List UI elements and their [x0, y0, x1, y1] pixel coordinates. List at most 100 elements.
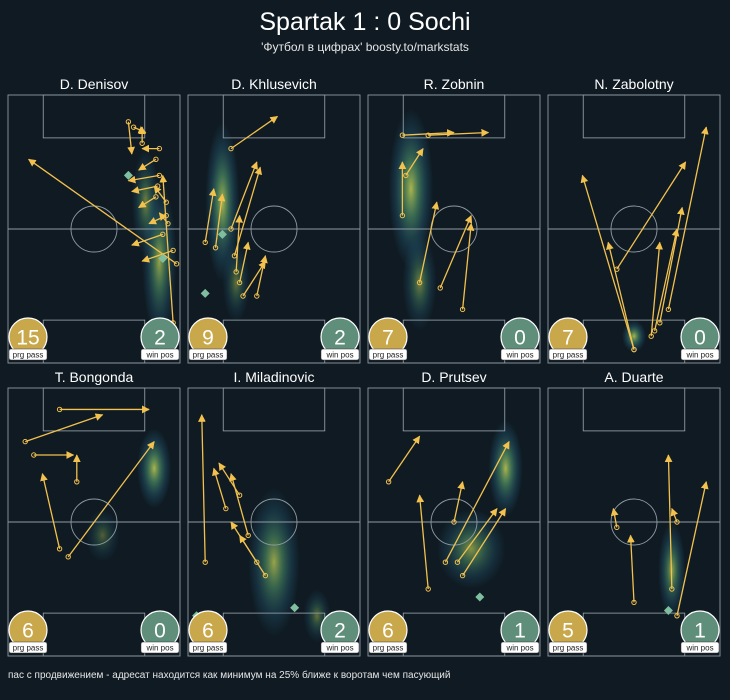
- pass-arrow: [444, 440, 510, 563]
- win-marker: [158, 253, 168, 263]
- heat-blob: [85, 508, 120, 563]
- pass-origin: [399, 132, 406, 138]
- win-marker: [123, 170, 133, 180]
- pass-origin: [459, 572, 466, 579]
- penalty-box-bottom: [42, 319, 146, 364]
- pass-arrow: [127, 121, 135, 155]
- pass-origin: [669, 586, 675, 592]
- pass-arrow: [650, 241, 664, 337]
- prg-pass-badge-value: 15: [16, 327, 39, 350]
- prg-pass-badge-value: 6: [382, 620, 394, 643]
- pass-origin: [674, 613, 680, 619]
- pass-origin: [657, 320, 663, 326]
- pass-origin: [454, 559, 461, 565]
- pass-origin: [202, 559, 208, 565]
- win-pos-badge-label: win pos: [505, 644, 533, 653]
- center-circle: [250, 205, 298, 253]
- pass-origin: [202, 239, 208, 246]
- prg-pass-badge-label-box: [548, 348, 588, 361]
- pass-origin: [262, 572, 269, 579]
- prg-pass-badge-label-box: [8, 641, 48, 654]
- prg-pass-badge-value: 6: [22, 620, 34, 643]
- center-circle: [250, 498, 298, 546]
- pass-origin: [153, 156, 159, 163]
- heat-blob: [222, 242, 250, 323]
- prg-pass-badge-value: 5: [562, 620, 574, 643]
- player-name: T. Bongonda: [55, 369, 134, 385]
- pass-arrow: [212, 467, 227, 509]
- pass-arrow: [242, 260, 266, 297]
- pass-arrow: [418, 201, 440, 283]
- win-pos-badge-label-box: [500, 348, 540, 361]
- pass-arrow: [230, 115, 279, 150]
- pass-origin: [74, 479, 80, 485]
- win-pos-badge-value: 0: [694, 327, 706, 350]
- prg-pass-badge-value: 7: [382, 327, 394, 350]
- prg-pass-badge-value: 6: [202, 620, 214, 643]
- pass-origin: [212, 245, 219, 251]
- pass-origin: [385, 479, 392, 485]
- win-pos-badge-label: win pos: [145, 351, 173, 360]
- prg-pass-badge-label-box: [368, 348, 408, 361]
- penalty-box-bottom: [42, 612, 146, 657]
- win-pos-badge-value: 2: [334, 327, 346, 350]
- pass-arrow: [416, 494, 429, 590]
- pass-arrow: [610, 507, 619, 528]
- win-marker: [217, 229, 227, 239]
- win-pos-badge-label: win pos: [685, 644, 713, 653]
- prg-pass-badge-label: prg pass: [373, 351, 404, 360]
- pass-origin: [403, 172, 409, 179]
- center-circle: [610, 498, 658, 546]
- pass-arrow: [388, 435, 421, 483]
- pass-origin: [65, 554, 71, 560]
- pass-origin: [223, 505, 229, 512]
- penalty-box-bottom: [402, 612, 506, 657]
- pass-arrow: [606, 241, 635, 350]
- win-pos-badge-value: 1: [694, 620, 706, 643]
- pass-origin: [665, 306, 672, 313]
- win-pos-badge-label-box: [320, 641, 360, 654]
- prg-pass-badge-label-box: [368, 641, 408, 654]
- pass-arrow: [233, 166, 263, 256]
- pass-origin: [170, 247, 176, 254]
- pass-arrow: [238, 241, 251, 283]
- footnote: пас с продвижением - адресат находится к…: [8, 670, 451, 681]
- prg-pass-badge-label-box: [8, 348, 48, 361]
- pass-origin: [156, 145, 163, 152]
- pass-arrow: [235, 214, 244, 272]
- pass-arrow: [405, 147, 424, 176]
- pass-arrow: [229, 473, 249, 536]
- win-pos-badge-value: 1: [514, 620, 526, 643]
- prg-pass-badge-label: prg pass: [13, 644, 44, 653]
- pass-arrow: [204, 188, 217, 243]
- win-pos-badge-label-box: [140, 348, 180, 361]
- prg-pass-badge-label: prg pass: [373, 644, 404, 653]
- pass-arrow: [676, 481, 709, 616]
- penalty-box-top: [402, 94, 506, 139]
- penalty-box-top: [42, 94, 146, 139]
- prg-pass-badge-label-box: [548, 641, 588, 654]
- pass-origin: [399, 212, 406, 219]
- player-name: D. Khlusevich: [231, 76, 317, 92]
- pass-origin: [56, 546, 63, 552]
- win-pos-badge-label: win pos: [505, 351, 533, 360]
- pass-origin: [254, 559, 260, 565]
- win-pos-badge-value: 2: [154, 327, 166, 350]
- win-pos-badge-value: 2: [334, 620, 346, 643]
- pass-arrow: [218, 462, 241, 496]
- pass-origin: [425, 132, 431, 138]
- pass-origin: [674, 519, 680, 525]
- pass-origin: [173, 261, 180, 267]
- pass-arrow: [256, 255, 268, 297]
- prg-pass-badge-value: 7: [562, 327, 574, 350]
- prg-pass-badge-label: prg pass: [553, 644, 584, 653]
- pass-origin: [125, 119, 132, 125]
- pass-arrow: [198, 414, 206, 563]
- pass-origin: [160, 231, 166, 238]
- prg-pass-badge-label: prg pass: [13, 351, 44, 360]
- heat-blob: [248, 487, 300, 638]
